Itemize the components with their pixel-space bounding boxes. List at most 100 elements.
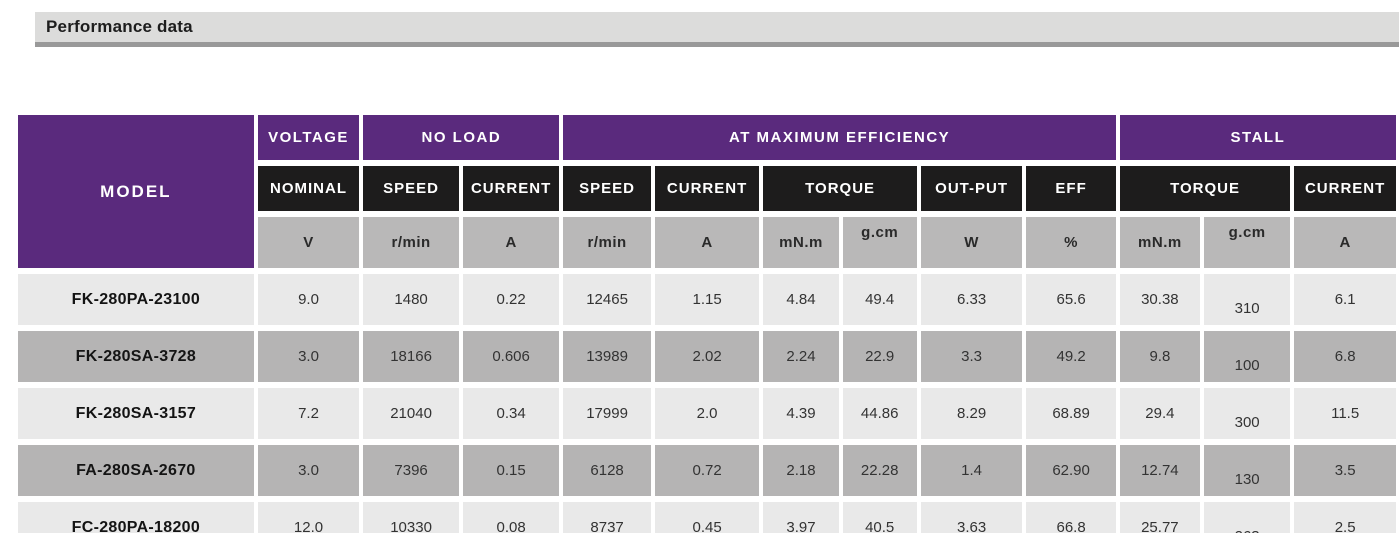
table-row: FC-280PA-18200 12.0 10330 0.08 8737 0.45… xyxy=(18,502,1396,533)
subheader-noload-current: CURRENT xyxy=(462,166,560,211)
value-cell: 7396 xyxy=(363,445,459,496)
value-cell: 12.0 xyxy=(257,502,360,533)
unit-cell: r/min xyxy=(363,217,459,268)
value-cell: 18166 xyxy=(363,331,459,382)
value-cell: 2.0 xyxy=(654,388,760,439)
value-cell: 2.5 xyxy=(1294,502,1396,533)
model-cell: FC-280PA-18200 xyxy=(18,502,254,533)
value-cell: 3.3 xyxy=(920,331,1023,382)
section-title-bar: Performance data xyxy=(35,12,1399,47)
value-cell: 130 xyxy=(1203,445,1291,496)
value-cell: 100 xyxy=(1203,331,1291,382)
group-header-at-maximum-efficiency: AT MAXIMUM EFFICIENCY xyxy=(563,115,1116,160)
value-cell: 300 xyxy=(1203,388,1291,439)
page-title: Performance data xyxy=(46,17,193,36)
unit-cell: % xyxy=(1026,217,1116,268)
unit-cell: A xyxy=(462,217,560,268)
value-cell: 8737 xyxy=(563,502,651,533)
value-cell: 1.15 xyxy=(654,274,760,325)
value-cell: 4.39 xyxy=(763,388,839,439)
value-cell: 9.0 xyxy=(257,274,360,325)
unit-cell: A xyxy=(654,217,760,268)
subheader-eff: EFF xyxy=(1026,166,1116,211)
value-cell: 2.18 xyxy=(763,445,839,496)
value-cell: 0.08 xyxy=(462,502,560,533)
value-cell: 9.8 xyxy=(1119,331,1200,382)
group-header-no-load: NO LOAD xyxy=(363,115,560,160)
table-row: FK-280PA-23100 9.0 1480 0.22 12465 1.15 … xyxy=(18,274,1396,325)
value-cell: 22.9 xyxy=(842,331,917,382)
unit-cell: A xyxy=(1294,217,1396,268)
subheader-maxeff-current: CURRENT xyxy=(654,166,760,211)
subheader-maxeff-speed: SPEED xyxy=(563,166,651,211)
group-header-row: MODEL VOLTAGE NO LOAD AT MAXIMUM EFFICIE… xyxy=(18,115,1396,268)
unit-cell: r/min xyxy=(563,217,651,268)
unit-cell: V xyxy=(257,217,360,268)
subheader-stall-current: CURRENT xyxy=(1294,166,1396,211)
value-cell: 0.606 xyxy=(462,331,560,382)
value-cell: 44.86 xyxy=(842,388,917,439)
value-cell: 3.0 xyxy=(257,331,360,382)
value-cell: 0.34 xyxy=(462,388,560,439)
value-cell: 7.2 xyxy=(257,388,360,439)
value-cell: 6128 xyxy=(563,445,651,496)
model-cell: FK-280PA-23100 xyxy=(18,274,254,325)
table-row: FA-280SA-2670 3.0 7396 0.15 6128 0.72 2.… xyxy=(18,445,1396,496)
unit-cell: g.cm xyxy=(1203,217,1291,268)
subheader-row: NOMINAL SPEED CURRENT SPEED CURRENT TORQ… xyxy=(18,166,1396,211)
unit-cell: W xyxy=(920,217,1023,268)
unit-cell: mN.m xyxy=(1119,217,1200,268)
value-cell: 4.84 xyxy=(763,274,839,325)
value-cell: 10330 xyxy=(363,502,459,533)
value-cell: 0.15 xyxy=(462,445,560,496)
model-column-header: MODEL xyxy=(18,115,254,268)
performance-table: MODEL VOLTAGE NO LOAD AT MAXIMUM EFFICIE… xyxy=(14,109,1399,533)
group-header-voltage: VOLTAGE xyxy=(257,115,360,160)
value-cell: 21040 xyxy=(363,388,459,439)
group-header-stall: STALL xyxy=(1119,115,1396,160)
value-cell: 30.38 xyxy=(1119,274,1200,325)
subheader-maxeff-torque: TORQUE xyxy=(763,166,917,211)
value-cell: 0.72 xyxy=(654,445,760,496)
value-cell: 3.63 xyxy=(920,502,1023,533)
value-cell: 62.90 xyxy=(1026,445,1116,496)
value-cell: 1.4 xyxy=(920,445,1023,496)
subheader-output: OUT-PUT xyxy=(920,166,1023,211)
value-cell: 6.1 xyxy=(1294,274,1396,325)
value-cell: 29.4 xyxy=(1119,388,1200,439)
value-cell: 1480 xyxy=(363,274,459,325)
value-cell: 0.45 xyxy=(654,502,760,533)
value-cell: 2.02 xyxy=(654,331,760,382)
value-cell: 3.5 xyxy=(1294,445,1396,496)
value-cell: 66.8 xyxy=(1026,502,1116,533)
unit-cell: g.cm xyxy=(842,217,917,268)
value-cell: 49.2 xyxy=(1026,331,1116,382)
model-cell: FK-280SA-3157 xyxy=(18,388,254,439)
value-cell: 8.29 xyxy=(920,388,1023,439)
value-cell: 65.6 xyxy=(1026,274,1116,325)
value-cell: 13989 xyxy=(563,331,651,382)
value-cell: 12465 xyxy=(563,274,651,325)
value-cell: 6.33 xyxy=(920,274,1023,325)
subheader-nominal: NOMINAL xyxy=(257,166,360,211)
value-cell: 263 xyxy=(1203,502,1291,533)
value-cell: 2.24 xyxy=(763,331,839,382)
table-row: FK-280SA-3157 7.2 21040 0.34 17999 2.0 4… xyxy=(18,388,1396,439)
value-cell: 0.22 xyxy=(462,274,560,325)
value-cell: 17999 xyxy=(563,388,651,439)
subheader-noload-speed: SPEED xyxy=(363,166,459,211)
value-cell: 40.5 xyxy=(842,502,917,533)
model-cell: FK-280SA-3728 xyxy=(18,331,254,382)
value-cell: 6.8 xyxy=(1294,331,1396,382)
model-cell: FA-280SA-2670 xyxy=(18,445,254,496)
value-cell: 12.74 xyxy=(1119,445,1200,496)
value-cell: 310 xyxy=(1203,274,1291,325)
value-cell: 68.89 xyxy=(1026,388,1116,439)
value-cell: 11.5 xyxy=(1294,388,1396,439)
unit-cell: mN.m xyxy=(763,217,839,268)
value-cell: 25.77 xyxy=(1119,502,1200,533)
value-cell: 49.4 xyxy=(842,274,917,325)
table-row: FK-280SA-3728 3.0 18166 0.606 13989 2.02… xyxy=(18,331,1396,382)
subheader-stall-torque: TORQUE xyxy=(1119,166,1291,211)
